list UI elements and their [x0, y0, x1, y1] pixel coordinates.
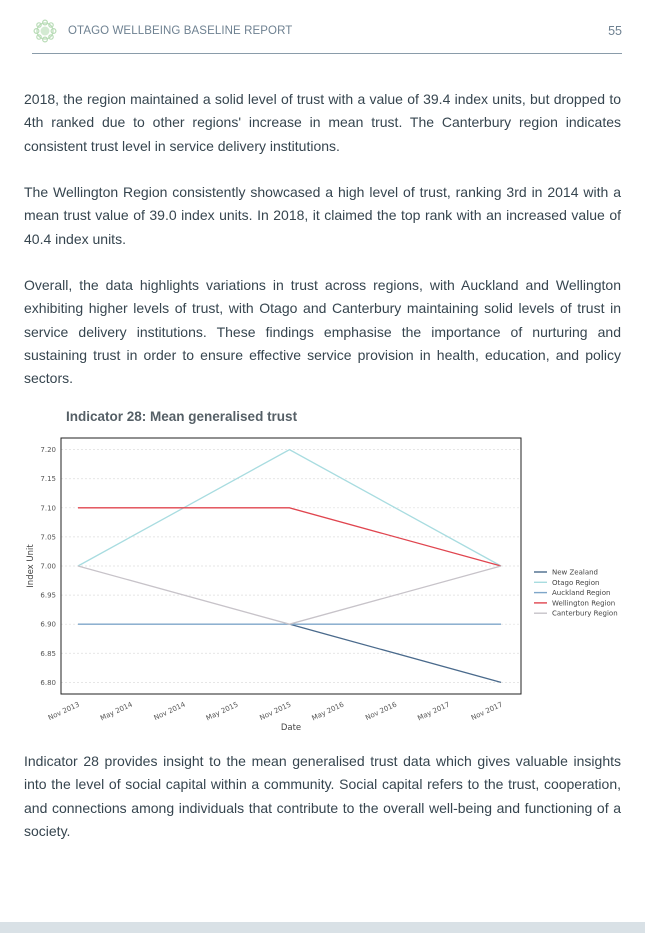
line-chart: 6.80 6.85 6.90 6.95 7.00 7.05 7.10 7.15 7.20 Nov … — [26, 437, 618, 733]
page-header: OTAGO WELLBEING BASELINE REPORT 55 — [32, 16, 622, 54]
y-tick-label: 6.90 — [40, 621, 56, 629]
header-divider — [32, 53, 622, 54]
series-line — [289, 623, 502, 683]
footer-band — [0, 922, 645, 933]
legend-label: New Zealand — [552, 569, 598, 577]
page-number: 55 — [608, 24, 622, 38]
y-axis-label: Index Unit — [26, 544, 36, 588]
body-paragraph: Overall, the data highlights variations … — [24, 277, 621, 387]
y-tick-label: 7.05 — [40, 533, 56, 541]
legend-label: Wellington Region — [552, 599, 615, 607]
x-axis-label: Date — [281, 723, 301, 733]
series-line — [77, 565, 502, 625]
report-title: OTAGO WELLBEING BASELINE REPORT — [68, 25, 293, 37]
x-tick-label: Nov 2013 — [47, 701, 81, 722]
y-tick-label: 7.10 — [40, 504, 56, 512]
series-line — [77, 448, 502, 567]
y-tick-label: 6.95 — [40, 592, 56, 600]
logo-icon — [33, 19, 57, 43]
series-line — [78, 507, 502, 567]
x-tick-label: Nov 2016 — [364, 700, 398, 722]
x-tick-label: May 2016 — [311, 700, 346, 722]
x-tick-label: Nov 2014 — [153, 700, 187, 722]
x-tick-label: May 2017 — [416, 701, 451, 723]
body-paragraph: The Wellington Region consistently showc… — [24, 184, 621, 247]
body-paragraph: 2018, the region maintained a solid leve… — [24, 91, 621, 154]
y-tick-label: 7.20 — [40, 446, 56, 454]
legend-label: Otago Region — [552, 579, 599, 587]
y-tick-label: 7.15 — [40, 475, 56, 483]
y-tick-label: 6.80 — [40, 679, 56, 687]
x-tick-label: May 2014 — [99, 700, 134, 722]
x-tick-label: Nov 2015 — [258, 701, 292, 722]
chart-title: Indicator 28: Mean generalised trust — [66, 409, 298, 424]
body-paragraph: Indicator 28 provides insight to the mea… — [24, 753, 621, 839]
legend-label: Canterbury Region — [552, 610, 618, 618]
x-tick-label: May 2015 — [205, 701, 240, 723]
plot-frame — [60, 437, 522, 695]
x-tick-label: Nov 2017 — [470, 701, 504, 722]
legend-label: Auckland Region — [552, 589, 610, 597]
y-tick-label: 6.85 — [40, 650, 56, 658]
y-tick-label: 7.00 — [40, 563, 56, 571]
